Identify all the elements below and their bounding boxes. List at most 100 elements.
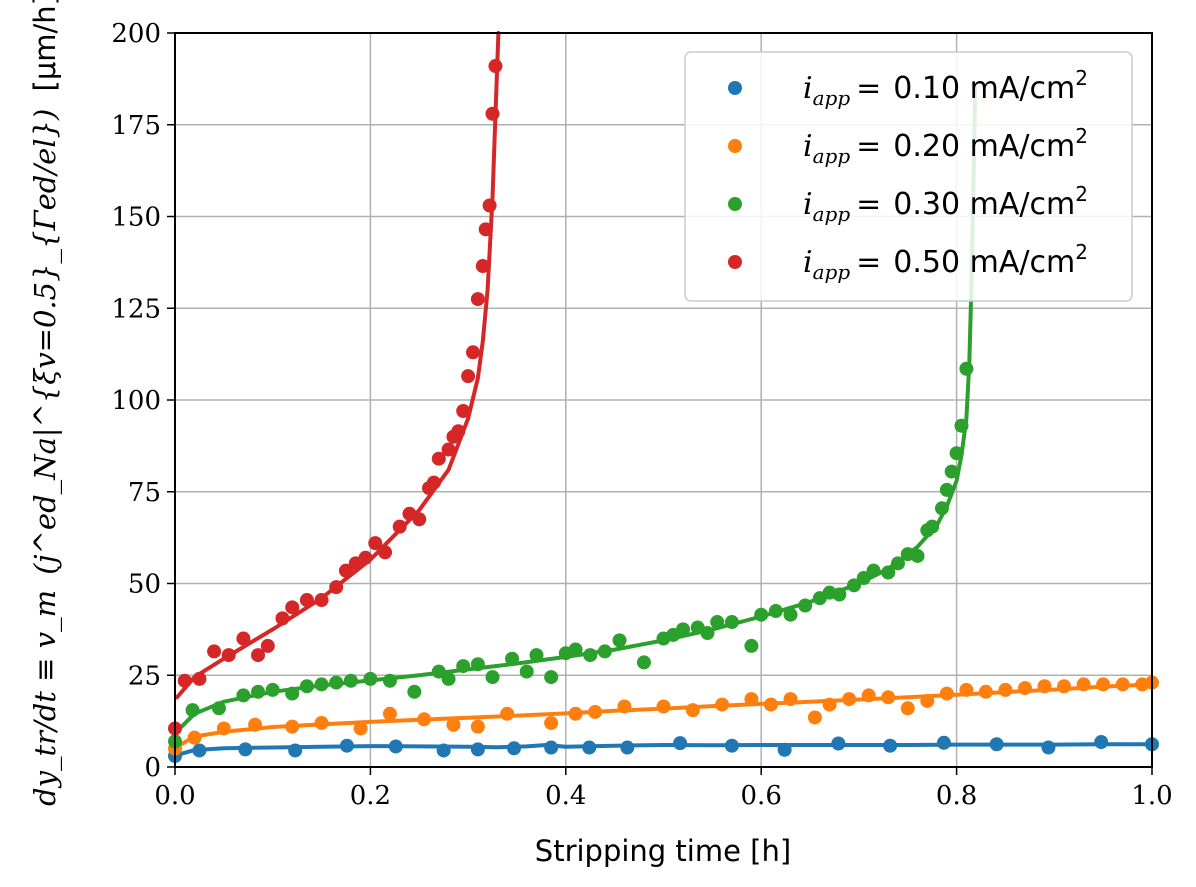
data-point bbox=[285, 686, 300, 701]
data-point bbox=[412, 512, 427, 527]
data-point bbox=[544, 715, 559, 730]
data-point bbox=[936, 735, 951, 750]
data-point bbox=[519, 664, 534, 679]
data-point bbox=[783, 692, 798, 707]
data-point bbox=[989, 737, 1004, 752]
data-point bbox=[388, 739, 403, 754]
data-point bbox=[842, 692, 857, 707]
data-point bbox=[807, 710, 822, 725]
data-point bbox=[251, 684, 266, 699]
data-point bbox=[339, 738, 354, 753]
data-point bbox=[485, 106, 500, 121]
legend-label-symbol: i bbox=[803, 71, 813, 106]
data-point bbox=[544, 670, 559, 685]
data-point bbox=[777, 742, 792, 757]
x-axis-label: Stripping time [h] bbox=[535, 834, 791, 868]
legend-label-symbol: i bbox=[803, 245, 813, 280]
data-point bbox=[1096, 677, 1111, 692]
data-point bbox=[881, 565, 896, 580]
data-point bbox=[329, 580, 344, 595]
data-point bbox=[673, 736, 688, 751]
legend-label-value: 0.10 mA/cm bbox=[893, 71, 1075, 106]
y-tick-label: 0 bbox=[144, 753, 161, 783]
data-point bbox=[866, 563, 881, 578]
data-point bbox=[910, 548, 925, 563]
data-point bbox=[221, 648, 236, 663]
data-point bbox=[832, 587, 847, 602]
legend-label-eq: = bbox=[856, 245, 881, 280]
data-point bbox=[441, 671, 456, 686]
legend-marker bbox=[728, 81, 742, 95]
data-point bbox=[544, 740, 559, 755]
data-point bbox=[676, 622, 691, 637]
y-tick-label: 125 bbox=[111, 294, 161, 324]
data-point bbox=[768, 604, 783, 619]
data-point bbox=[568, 642, 583, 657]
y-tick-label: 200 bbox=[111, 19, 161, 49]
data-point bbox=[185, 703, 200, 718]
data-point bbox=[358, 550, 373, 565]
data-point bbox=[353, 721, 368, 736]
data-point bbox=[959, 361, 974, 376]
y-tick-label: 75 bbox=[128, 478, 161, 508]
data-point bbox=[744, 692, 759, 707]
y-tick-label: 175 bbox=[111, 111, 161, 141]
legend-label-value: 0.50 mA/cm bbox=[893, 245, 1075, 280]
data-point bbox=[582, 740, 597, 755]
data-point bbox=[488, 59, 503, 74]
data-point bbox=[1041, 740, 1056, 755]
data-point bbox=[456, 404, 471, 419]
x-tick-label: 0.2 bbox=[350, 781, 391, 811]
legend-label-value: 0.20 mA/cm bbox=[893, 129, 1075, 164]
data-point bbox=[275, 611, 290, 626]
data-point bbox=[211, 701, 226, 716]
data-point bbox=[378, 545, 393, 560]
data-point bbox=[1037, 679, 1052, 694]
data-point bbox=[329, 675, 344, 690]
data-point bbox=[883, 738, 898, 753]
data-point bbox=[500, 706, 515, 721]
data-point bbox=[485, 670, 500, 685]
legend-label-sup: 2 bbox=[1075, 124, 1088, 148]
legend-label-sup: 2 bbox=[1075, 182, 1088, 206]
data-point bbox=[754, 607, 769, 622]
data-point bbox=[944, 464, 959, 479]
data-point bbox=[285, 719, 300, 734]
data-point bbox=[192, 743, 207, 758]
data-point bbox=[368, 536, 383, 551]
data-point bbox=[382, 673, 397, 688]
legend-label: iapp = 0.50 mA/cm2 bbox=[803, 240, 1088, 284]
data-point bbox=[382, 706, 397, 721]
data-point bbox=[470, 292, 485, 307]
legend-label-sup: 2 bbox=[1075, 240, 1088, 264]
data-point bbox=[216, 721, 231, 736]
data-point bbox=[847, 578, 862, 593]
x-tick-label: 0.6 bbox=[741, 781, 782, 811]
data-point bbox=[238, 742, 253, 757]
y-axis-label: dy_tr/dt ≡ v_m (j^ed_Na|^{ξv=0.5}_{Γed/e… bbox=[28, 0, 63, 806]
data-point bbox=[939, 686, 954, 701]
data-point bbox=[456, 659, 471, 674]
legend-label-sub: app bbox=[813, 144, 851, 168]
data-point bbox=[724, 615, 739, 630]
data-point bbox=[470, 719, 485, 734]
data-point bbox=[465, 345, 480, 360]
data-point bbox=[343, 673, 358, 688]
data-points bbox=[168, 59, 1159, 763]
data-point bbox=[461, 369, 476, 384]
axis-ticks: 0.0 0.2 0.4 0.6 0.8 1.0 0 25 50 75 100 125 150 175 200 bbox=[111, 19, 1172, 811]
data-point bbox=[529, 648, 544, 663]
data-point bbox=[1094, 735, 1109, 750]
data-point bbox=[685, 703, 700, 718]
data-point bbox=[861, 688, 876, 703]
data-point bbox=[236, 631, 251, 646]
data-point bbox=[470, 742, 485, 757]
data-point bbox=[920, 693, 935, 708]
data-point bbox=[568, 706, 583, 721]
data-point bbox=[288, 743, 303, 758]
data-point bbox=[207, 644, 222, 659]
data-point bbox=[890, 556, 905, 571]
legend-label-eq: = bbox=[856, 129, 881, 164]
data-point bbox=[636, 655, 651, 670]
y-tick-label: 25 bbox=[128, 661, 161, 691]
